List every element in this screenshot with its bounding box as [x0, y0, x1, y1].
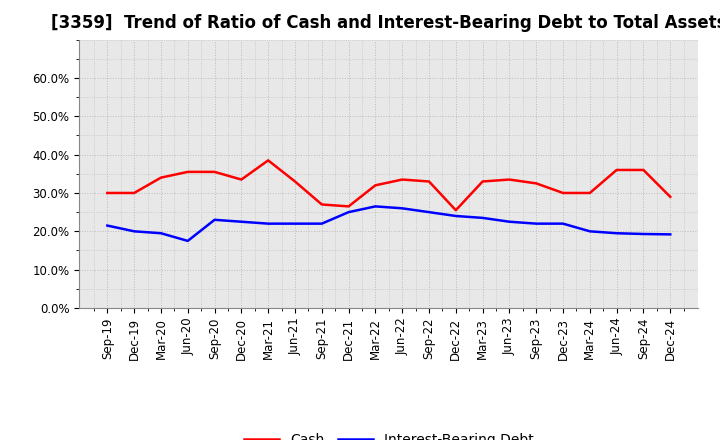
Cash — [666, 194, 675, 199]
Interest-Bearing Debt — [184, 238, 192, 244]
Interest-Bearing Debt — [237, 219, 246, 224]
Cash — [559, 191, 567, 196]
Interest-Bearing Debt — [478, 215, 487, 220]
Cash — [210, 169, 219, 175]
Interest-Bearing Debt — [157, 231, 166, 236]
Interest-Bearing Debt — [103, 223, 112, 228]
Interest-Bearing Debt — [585, 229, 594, 234]
Interest-Bearing Debt — [451, 213, 460, 219]
Interest-Bearing Debt — [371, 204, 379, 209]
Interest-Bearing Debt — [291, 221, 300, 226]
Cash — [451, 208, 460, 213]
Cash — [130, 191, 138, 196]
Interest-Bearing Debt — [264, 221, 272, 226]
Cash — [398, 177, 407, 182]
Cash — [585, 191, 594, 196]
Interest-Bearing Debt — [398, 205, 407, 211]
Interest-Bearing Debt — [532, 221, 541, 226]
Interest-Bearing Debt — [344, 209, 353, 215]
Line: Cash: Cash — [107, 160, 670, 210]
Cash — [264, 158, 272, 163]
Cash — [184, 169, 192, 175]
Cash — [425, 179, 433, 184]
Interest-Bearing Debt — [210, 217, 219, 223]
Cash — [344, 204, 353, 209]
Interest-Bearing Debt — [318, 221, 326, 226]
Interest-Bearing Debt — [639, 231, 648, 237]
Cash — [612, 167, 621, 172]
Cash — [505, 177, 514, 182]
Interest-Bearing Debt — [612, 231, 621, 236]
Cash — [103, 191, 112, 196]
Cash — [478, 179, 487, 184]
Interest-Bearing Debt — [666, 232, 675, 237]
Interest-Bearing Debt — [130, 229, 138, 234]
Cash — [639, 167, 648, 172]
Interest-Bearing Debt — [425, 209, 433, 215]
Cash — [371, 183, 379, 188]
Title: [3359]  Trend of Ratio of Cash and Interest-Bearing Debt to Total Assets: [3359] Trend of Ratio of Cash and Intere… — [51, 15, 720, 33]
Interest-Bearing Debt — [505, 219, 514, 224]
Cash — [532, 181, 541, 186]
Cash — [157, 175, 166, 180]
Cash — [291, 179, 300, 184]
Cash — [237, 177, 246, 182]
Cash — [318, 202, 326, 207]
Interest-Bearing Debt — [559, 221, 567, 226]
Legend: Cash, Interest-Bearing Debt: Cash, Interest-Bearing Debt — [238, 428, 539, 440]
Line: Interest-Bearing Debt: Interest-Bearing Debt — [107, 206, 670, 241]
